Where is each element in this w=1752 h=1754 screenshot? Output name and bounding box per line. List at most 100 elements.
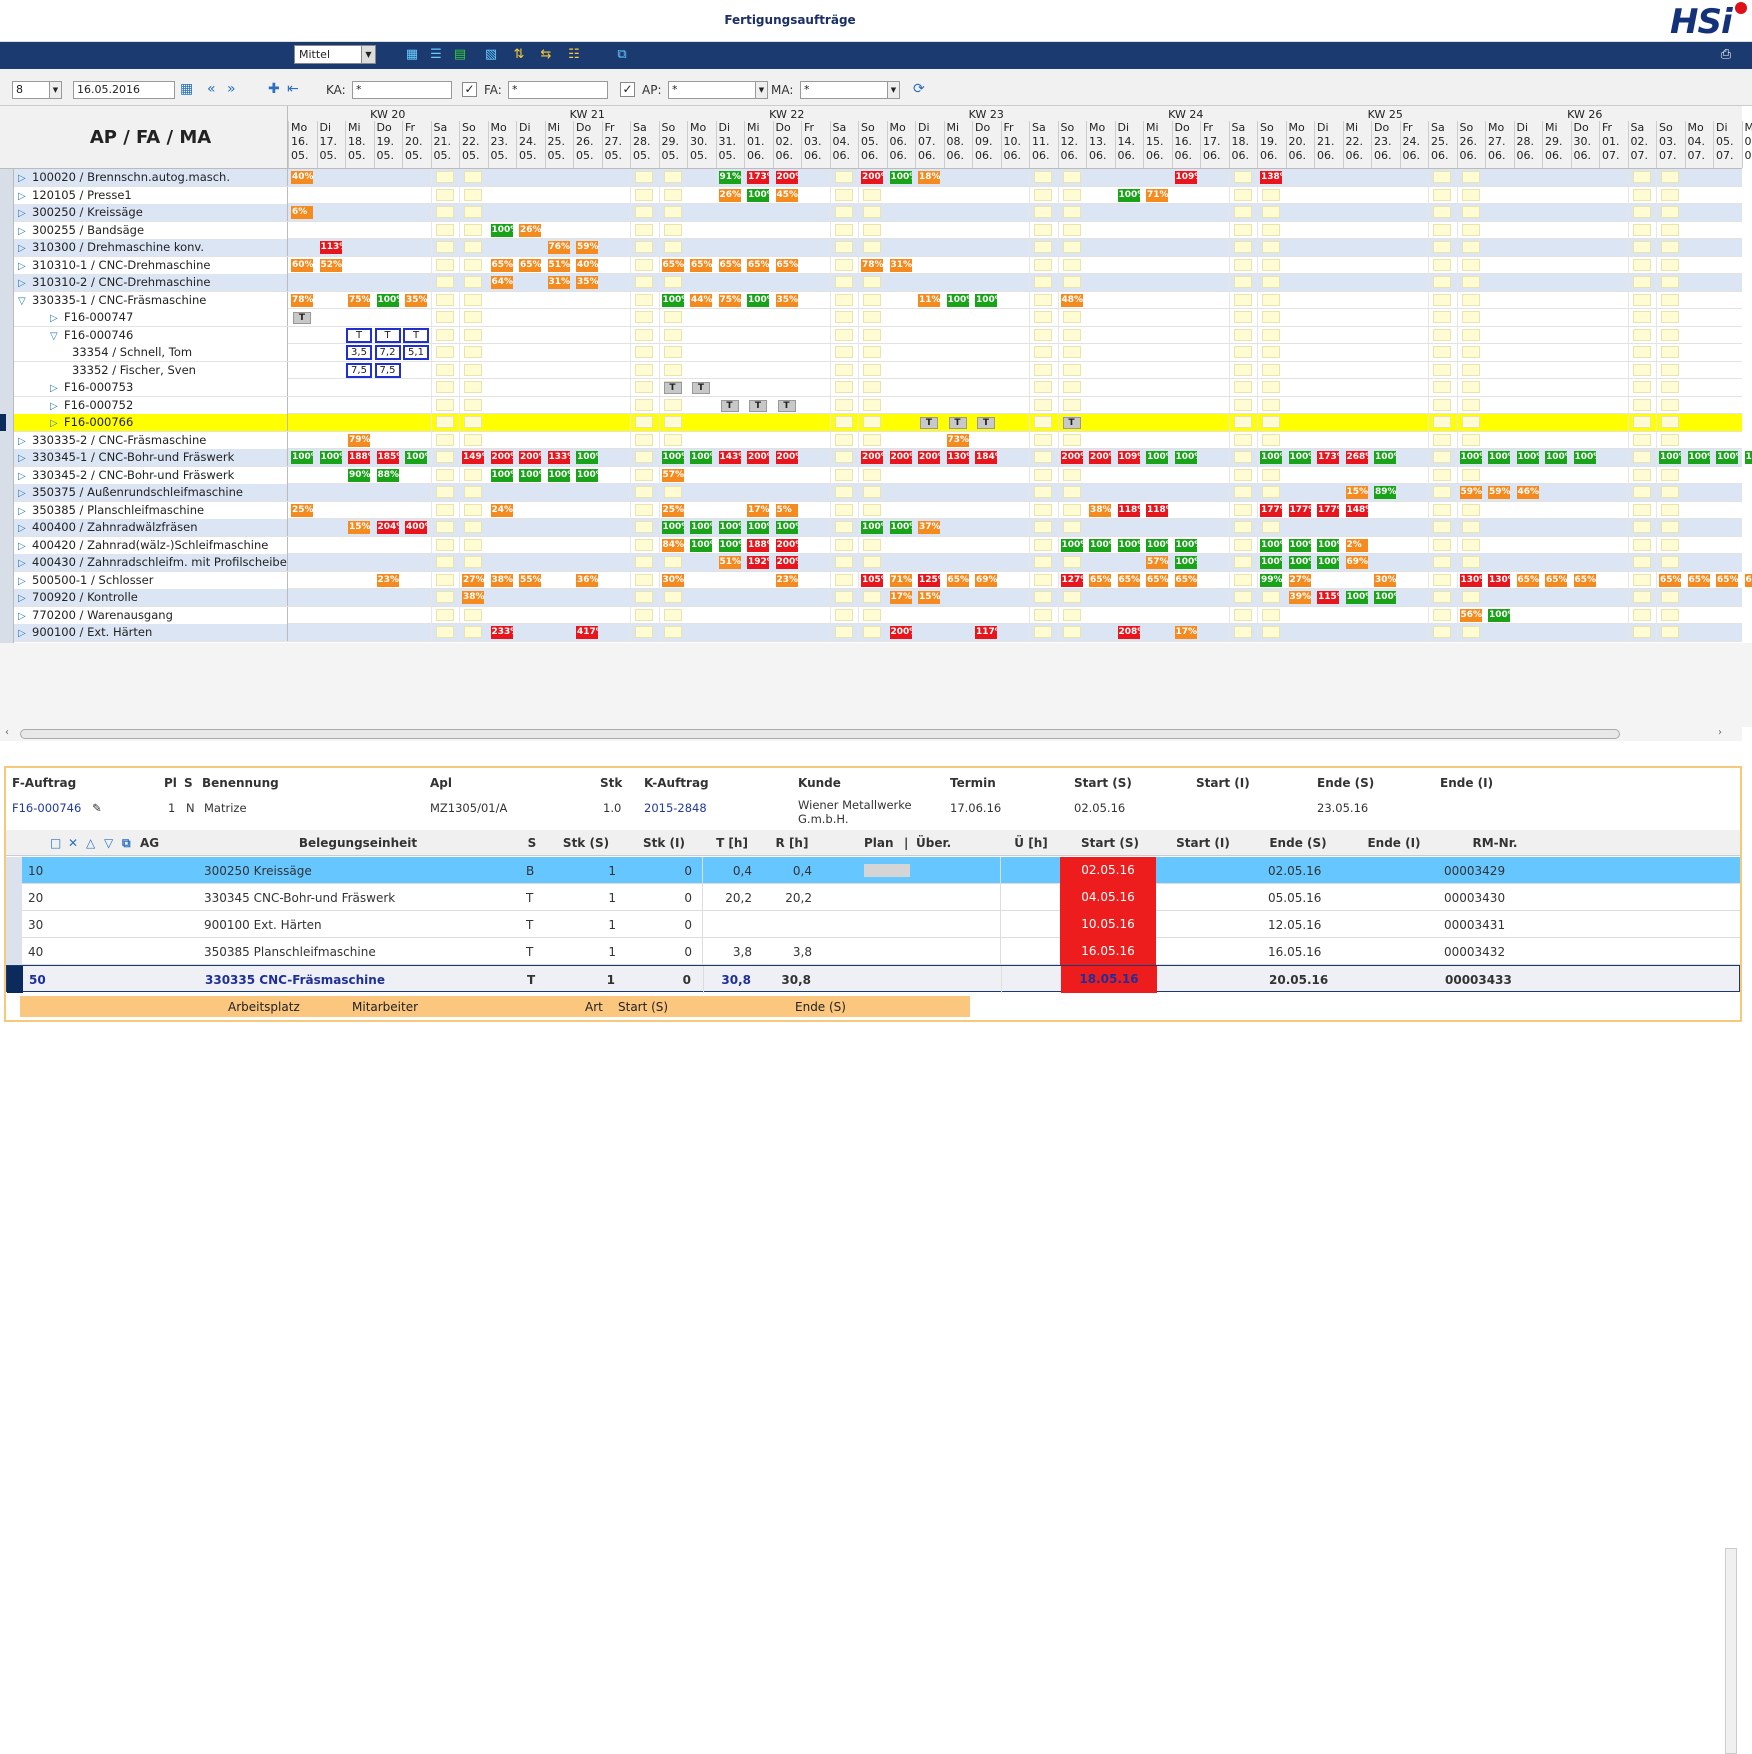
load-bar[interactable]: 65%	[1659, 574, 1681, 587]
load-bar[interactable]: 84%	[662, 539, 684, 552]
list-icon[interactable]: ☰	[428, 47, 444, 63]
load-bar[interactable]: 100%	[1146, 539, 1168, 552]
load-bar[interactable]: 100%	[491, 224, 513, 237]
load-bar[interactable]: 188%	[348, 451, 370, 464]
load-bar[interactable]: 118%	[1146, 504, 1168, 517]
load-bar[interactable]: 113%	[320, 241, 342, 254]
expand-triangle-icon[interactable]: ▷	[18, 468, 28, 484]
load-bar[interactable]: 15%	[1346, 486, 1368, 499]
load-bar[interactable]: 130%	[1488, 574, 1510, 587]
load-bar[interactable]: 100%	[1716, 451, 1738, 464]
load-bar[interactable]: 100%	[947, 294, 969, 307]
load-bar[interactable]: 143%	[719, 451, 741, 464]
load-bar[interactable]: 100%	[1545, 451, 1567, 464]
kauftrag-link[interactable]: 2015-2848	[644, 801, 707, 815]
load-bar[interactable]: 127%	[1061, 574, 1083, 587]
zoom-select[interactable]: Mittel▼	[294, 45, 376, 64]
swap-icon[interactable]: ⇆	[538, 47, 554, 63]
load-bar[interactable]: 100%	[1289, 556, 1311, 569]
expand-triangle-icon[interactable]: ▷	[18, 503, 28, 519]
load-bar[interactable]: 38%	[491, 574, 513, 587]
load-bar[interactable]: 59%	[576, 241, 598, 254]
load-bar[interactable]: 38%	[462, 591, 484, 604]
load-bar[interactable]: 26%	[719, 189, 741, 202]
load-bar[interactable]: 73%	[947, 434, 969, 447]
edit-icon[interactable]: ✎	[92, 801, 102, 815]
load-bar[interactable]: 65%	[1517, 574, 1539, 587]
load-bar[interactable]: 100%	[747, 521, 769, 534]
load-bar[interactable]: 24%	[491, 504, 513, 517]
load-bar[interactable]: 100%	[662, 451, 684, 464]
load-bar[interactable]: 65%	[1545, 574, 1567, 587]
chevron-down-icon[interactable]: ▼	[49, 82, 61, 98]
load-bar[interactable]: 75%	[348, 294, 370, 307]
load-bar[interactable]: 75%	[719, 294, 741, 307]
expand-triangle-icon[interactable]: ▷	[18, 258, 28, 274]
load-bar[interactable]: 200%	[890, 451, 912, 464]
load-bar[interactable]: 23%	[377, 574, 399, 587]
load-bar[interactable]: 17%	[890, 591, 912, 604]
load-bar[interactable]: 39%	[1289, 591, 1311, 604]
assignment-box[interactable]: 7,5	[346, 363, 372, 378]
load-bar[interactable]: 100%	[890, 521, 912, 534]
load-bar[interactable]: 17%	[747, 504, 769, 517]
load-bar[interactable]: 69%	[975, 574, 997, 587]
load-bar[interactable]: 100%	[690, 521, 712, 534]
row-label[interactable]: ▷330345-1 / CNC-Bohr-und Fräswerk	[14, 449, 288, 466]
load-bar[interactable]: 46%	[1517, 486, 1539, 499]
load-bar[interactable]: 89%	[1374, 486, 1396, 499]
gantt-row[interactable]: ▷700920 / Kontrolle38%17%15%39%115%100%1…	[14, 589, 1742, 607]
row-label[interactable]: ▷310310-1 / CNC-Drehmaschine	[14, 257, 288, 274]
row-label[interactable]: 33354 / Schnell, Tom	[14, 344, 288, 361]
load-bar[interactable]: 148%	[1346, 504, 1368, 517]
load-bar[interactable]: 100%	[1118, 539, 1140, 552]
row-label[interactable]: ▷400430 / Zahnradschleifm. mit Profilsch…	[14, 554, 288, 571]
load-bar[interactable]: 100%	[1289, 451, 1311, 464]
load-bar[interactable]: 200%	[861, 171, 883, 184]
row-label[interactable]: ▷400400 / Zahnradwälzfräsen	[14, 519, 288, 536]
load-bar[interactable]: 30%	[662, 574, 684, 587]
fa-input[interactable]: *	[508, 81, 608, 99]
load-bar[interactable]: 27%	[1289, 574, 1311, 587]
assignment-box[interactable]: T	[375, 328, 401, 343]
row-label[interactable]: ▷350375 / Außenrundschleifmaschine	[14, 484, 288, 501]
expand-triangle-icon[interactable]: ▷	[50, 415, 60, 431]
load-bar[interactable]: 15%	[918, 591, 940, 604]
load-bar[interactable]: 200%	[861, 451, 883, 464]
load-bar[interactable]: 115%	[1317, 591, 1339, 604]
load-bar[interactable]: 2%	[1346, 539, 1368, 552]
load-bar[interactable]: 100%	[1260, 539, 1282, 552]
row-label[interactable]: ▷330345-2 / CNC-Bohr-und Fräswerk	[14, 467, 288, 484]
load-bar[interactable]: 52%	[320, 259, 342, 272]
load-bar[interactable]: 35%	[776, 294, 798, 307]
load-bar[interactable]: 65%	[1745, 574, 1752, 587]
load-bar[interactable]: 100%	[548, 469, 570, 482]
load-bar[interactable]: 177%	[1317, 504, 1339, 517]
row-label[interactable]: ▷310300 / Drehmaschine konv.	[14, 239, 288, 256]
scroll-right-icon[interactable]: ›	[1718, 727, 1722, 738]
load-bar[interactable]: 55%	[519, 574, 541, 587]
load-bar[interactable]: 57%	[662, 469, 684, 482]
expand-triangle-icon[interactable]: ▷	[18, 520, 28, 536]
load-bar[interactable]: 100%	[1317, 539, 1339, 552]
load-bar[interactable]: 100%	[1374, 451, 1396, 464]
load-bar[interactable]: 65%	[1146, 574, 1168, 587]
refresh-icon[interactable]: ⟳	[913, 81, 925, 97]
load-bar[interactable]: 188%	[747, 539, 769, 552]
new-icon[interactable]: □	[50, 836, 61, 850]
row-label[interactable]: ▽330335-1 / CNC-Fräsmaschine	[14, 292, 288, 309]
ka-checkbox[interactable]: ✓	[462, 82, 477, 97]
load-bar[interactable]: 100%	[690, 539, 712, 552]
task-marker[interactable]: T	[664, 382, 682, 394]
row-label[interactable]: ▷900100 / Ext. Härten	[14, 624, 288, 641]
expand-triangle-icon[interactable]: ▷	[18, 625, 28, 641]
load-bar[interactable]: 400%	[405, 521, 427, 534]
load-bar[interactable]: 185%	[377, 451, 399, 464]
load-bar[interactable]: 173%	[747, 171, 769, 184]
load-bar[interactable]: 60%	[291, 259, 313, 272]
